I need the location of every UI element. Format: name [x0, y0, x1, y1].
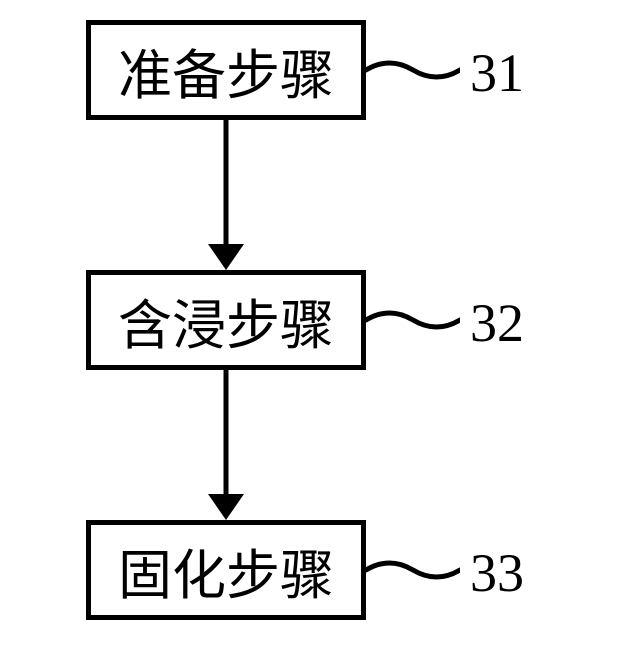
flow-node-impregnation-label: 含浸步骤 [118, 281, 334, 360]
ref-label-32: 32 [470, 292, 524, 354]
flow-node-curing: 固化步骤 [86, 520, 366, 620]
flow-arrow-2 [203, 370, 249, 520]
flow-node-prepare-label: 准备步骤 [118, 31, 334, 110]
ref-label-31: 31 [470, 42, 524, 104]
ref-label-33: 33 [470, 542, 524, 604]
flowchart-canvas: 准备步骤 含浸步骤 固化步骤 31 32 33 [0, 0, 624, 664]
tilde-connector-3 [366, 540, 460, 600]
flow-node-impregnation: 含浸步骤 [86, 270, 366, 370]
flow-arrow-1 [203, 120, 249, 270]
flow-node-curing-label: 固化步骤 [118, 531, 334, 610]
tilde-connector-2 [366, 290, 460, 350]
flow-node-prepare: 准备步骤 [86, 20, 366, 120]
tilde-connector-1 [366, 40, 460, 100]
